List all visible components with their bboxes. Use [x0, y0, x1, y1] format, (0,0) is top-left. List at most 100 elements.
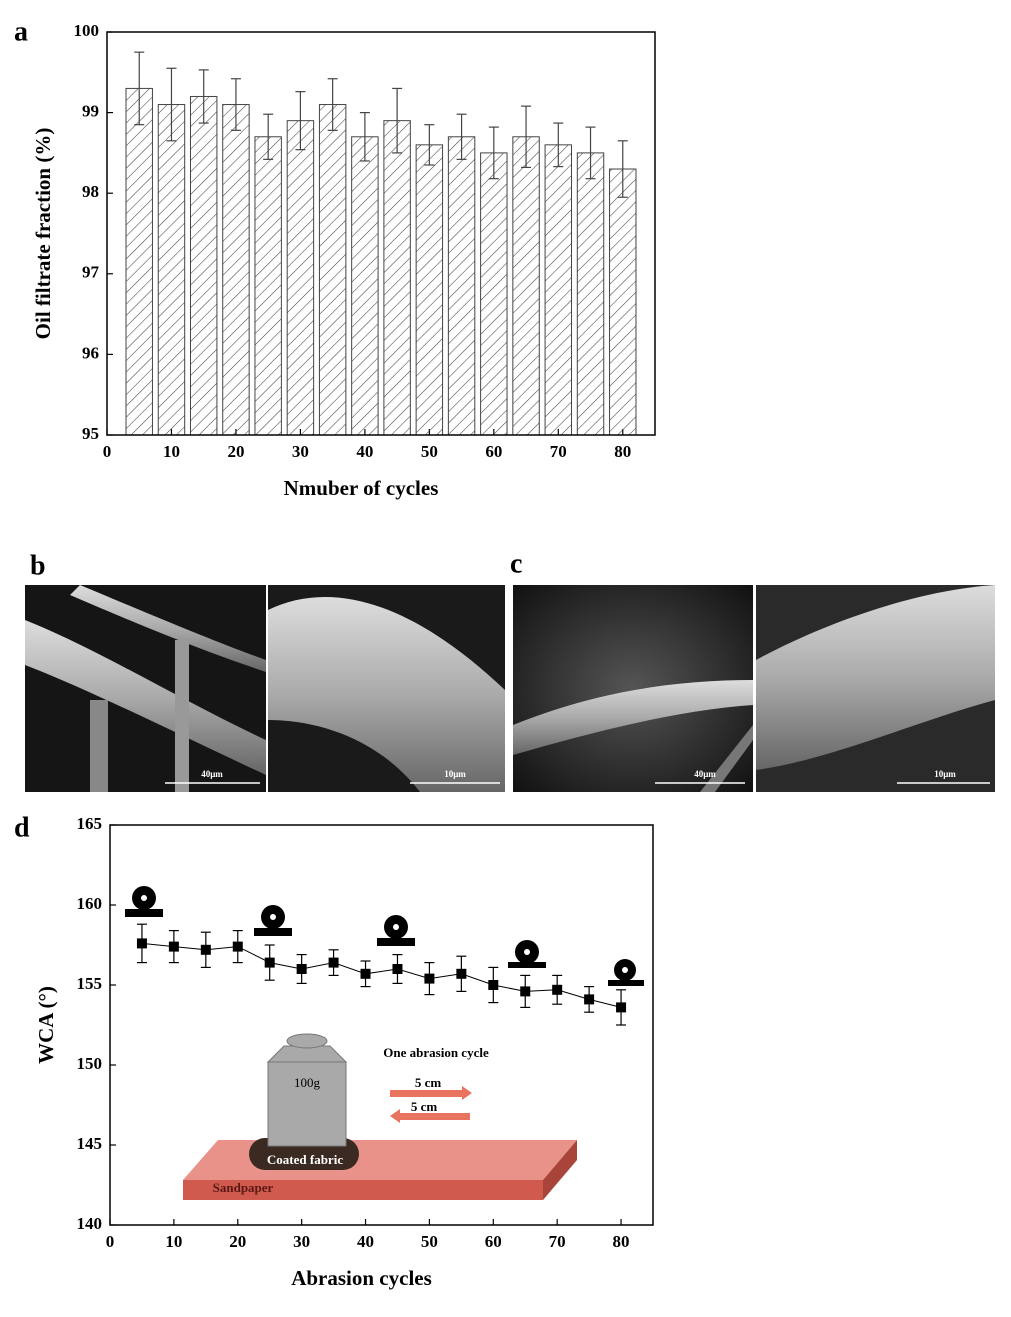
bar	[222, 104, 250, 436]
x-tick-label: 40	[357, 1232, 374, 1251]
error-bar	[198, 69, 209, 124]
y-tick-label: 96	[82, 343, 99, 362]
y-tick-label: 97	[82, 263, 100, 282]
x-tick-label: 30	[293, 1232, 310, 1251]
y-tick-label: 160	[77, 894, 103, 913]
y-axis-title: Oil filtrate fraction (%)	[31, 128, 55, 340]
y-tick-label: 98	[82, 182, 99, 201]
y-tick-label: 165	[77, 814, 103, 833]
sem-image	[25, 585, 505, 792]
y-tick-label: 140	[77, 1214, 103, 1233]
error-bar	[488, 126, 499, 180]
annotation: 5 cm	[411, 1099, 438, 1114]
marker	[296, 964, 307, 974]
x-axis-title: Abrasion cycles	[291, 1266, 432, 1290]
scale-bar-label: 40μm	[694, 769, 716, 779]
error-bar	[359, 111, 370, 162]
marker	[232, 941, 243, 952]
annotation: One abrasion cycle	[383, 1045, 489, 1060]
scale-bar-label: 10μm	[934, 769, 956, 779]
bar	[125, 87, 153, 436]
y-tick-label: 155	[77, 974, 103, 993]
bar	[318, 104, 347, 436]
y-tick-label: 95	[82, 424, 99, 443]
bar	[189, 95, 218, 436]
x-tick-label: 70	[550, 442, 567, 461]
panel-label: c	[510, 548, 522, 579]
y-tick-label: 150	[77, 1054, 103, 1073]
droplet-icon	[125, 886, 644, 986]
marker	[424, 973, 435, 984]
scale-bar-label: 10μm	[444, 769, 466, 779]
x-tick-label: 60	[485, 1232, 502, 1251]
annotation: Coated fabric	[267, 1152, 343, 1167]
error-bar	[617, 140, 628, 198]
line	[141, 942, 622, 1008]
bar	[576, 152, 605, 436]
marker	[616, 1002, 627, 1013]
x-tick-label: 80	[613, 1232, 630, 1251]
error-bar	[521, 105, 532, 169]
annotation: Sandpaper	[213, 1180, 274, 1195]
x-tick-label: 80	[614, 442, 631, 461]
x-tick-label: 60	[485, 442, 502, 461]
marker	[456, 968, 467, 979]
bar	[544, 144, 573, 436]
bar	[254, 136, 282, 436]
marker	[520, 986, 531, 997]
marker	[488, 980, 499, 990]
error-bar	[392, 87, 403, 154]
abrasion-schematic	[183, 1033, 577, 1200]
error-bar	[295, 91, 306, 151]
x-tick-label: 50	[421, 442, 438, 461]
x-tick-label: 50	[421, 1232, 438, 1251]
x-tick-label: 70	[549, 1232, 566, 1251]
error-bar	[456, 113, 467, 160]
scale-bar-label: 40μm	[201, 769, 223, 779]
panel-label: d	[14, 812, 30, 843]
error-bar	[134, 51, 145, 126]
bar	[480, 152, 508, 436]
bar	[415, 144, 444, 436]
error-bar	[263, 113, 274, 160]
bar	[609, 168, 637, 436]
bar	[351, 136, 379, 436]
marker	[264, 957, 275, 968]
bar	[157, 104, 186, 436]
x-tick-label: 20	[227, 442, 244, 461]
marker	[552, 984, 563, 995]
error-bar	[585, 126, 596, 180]
marker	[168, 941, 179, 952]
marker	[584, 994, 595, 1005]
x-tick-label: 40	[356, 442, 373, 461]
plot-frame	[109, 824, 654, 1226]
plot-frame	[106, 31, 656, 436]
error-bar	[553, 122, 564, 168]
bar	[383, 120, 411, 436]
x-tick-label: 20	[229, 1232, 246, 1251]
marker	[136, 938, 147, 949]
bar	[447, 136, 476, 436]
error-bar	[166, 67, 177, 142]
panel-label: b	[30, 550, 46, 581]
marker	[328, 957, 339, 968]
annotation: 5 cm	[415, 1075, 442, 1090]
x-tick-label: 0	[106, 1232, 115, 1251]
y-tick-label: 100	[74, 21, 100, 40]
marker	[392, 964, 403, 974]
y-tick-label: 99	[82, 102, 99, 121]
marker	[200, 944, 211, 955]
error-bar	[230, 78, 241, 131]
y-tick-label: 145	[77, 1134, 103, 1153]
y-axis-title: WCA (°)	[34, 986, 58, 1064]
x-tick-label: 30	[292, 442, 309, 461]
marker	[360, 968, 371, 979]
x-axis-title: Nmuber of cycles	[284, 476, 439, 500]
x-tick-label: 10	[163, 442, 180, 461]
sem-image	[513, 585, 995, 792]
x-tick-label: 10	[165, 1232, 182, 1251]
error-bar	[424, 124, 435, 166]
bar	[286, 120, 315, 436]
error-bar	[327, 78, 338, 131]
